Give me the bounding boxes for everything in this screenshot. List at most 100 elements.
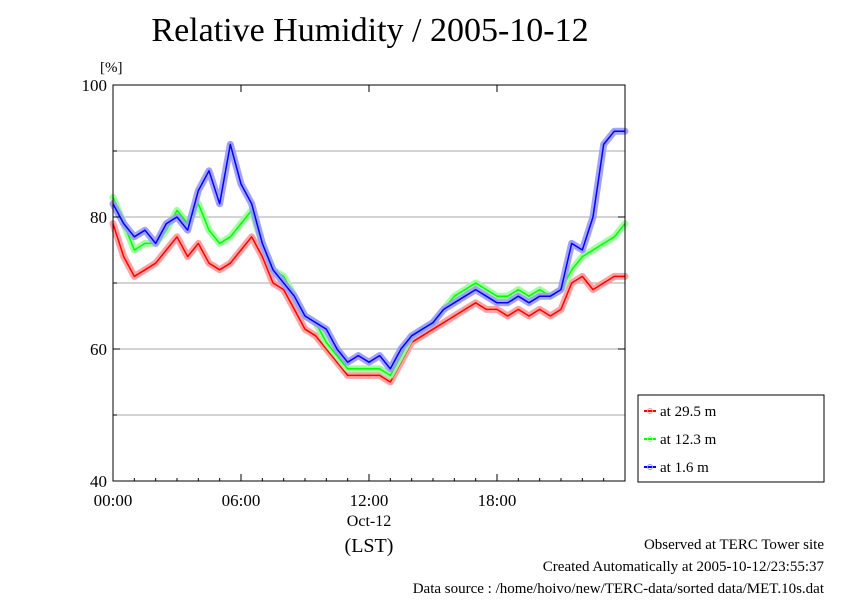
data-point [185,254,191,260]
data-point [579,254,585,260]
data-point [238,247,244,253]
legend-box [637,394,825,483]
x-tick-label: 06:00 [222,491,261,510]
data-point [227,234,233,240]
footer-created: Created Automatically at 2005-10-12/23:5… [542,559,824,575]
data-point [217,240,223,246]
data-point [206,260,212,266]
data-point [195,240,201,246]
legend-label: at 12.3 m [660,432,717,448]
data-point [611,234,617,240]
data-point [430,326,436,332]
axis-ticks: 40 60 80 100 00:00 06:00 12:00 18:00 [82,76,625,510]
data-point [505,313,511,319]
date-label: Oct-12 [347,513,391,530]
data-point [537,306,543,312]
y-tick-label: 60 [90,340,107,359]
data-point [227,260,233,266]
data-point [601,280,607,286]
data-point [515,287,521,293]
data-point [398,346,404,352]
series-layer [109,127,629,386]
data-point [569,267,575,273]
data-point [313,333,319,339]
data-point [323,339,329,345]
data-point [451,313,457,319]
data-point [163,221,169,227]
data-point [419,333,425,339]
data-point [473,300,479,306]
x-axis-label: (LST) [345,535,394,557]
y-tick-label: 80 [90,208,107,227]
data-point [387,366,393,372]
data-point [281,280,287,286]
footer-site: Observed at TERC Tower site [643,537,824,553]
data-point [302,326,308,332]
footer-notes: Observed at TERC Tower site Created Auto… [413,534,824,600]
data-point [526,293,532,299]
data-point [249,234,255,240]
data-point [302,313,308,319]
data-point [334,346,340,352]
data-point [526,300,532,306]
footer-source: Data source : /home/hoivo/new/TERC-data/… [412,581,824,597]
data-point [131,234,137,240]
data-point [537,287,543,293]
data-point [387,379,393,385]
data-point [462,293,468,299]
data-point [451,293,457,299]
grid-lines [113,150,625,416]
data-point [526,313,532,319]
y-tick-label: 40 [90,472,107,491]
data-point [419,326,425,332]
data-point [291,306,297,312]
y-axis-label: [%] [100,60,123,76]
data-point [473,280,479,286]
data-point [121,221,127,227]
legend-marker [647,436,653,442]
chart-title: Relative Humidity / 2005-10-12 [151,12,589,49]
x-tick-label: 00:00 [94,491,133,510]
data-point [153,240,159,246]
data-point [430,320,436,326]
data-point [163,247,169,253]
legend: at 29.5 m at 12.3 m at 1.6 m [637,394,825,483]
data-point [217,267,223,273]
data-point [462,287,468,293]
data-point [131,273,137,279]
data-point [366,359,372,365]
data-point [355,353,361,359]
data-point [547,313,553,319]
legend-label: at 29.5 m [660,404,717,420]
data-point [142,267,148,273]
data-point [579,273,585,279]
data-point [473,287,479,293]
data-point [291,293,297,299]
legend-marker [647,408,653,414]
legend-label: at 1.6 m [660,460,709,476]
data-point [387,372,393,378]
data-point [377,353,383,359]
data-point [590,247,596,253]
x-tick-label: 12:00 [350,491,389,510]
data-point [345,359,351,365]
data-point [483,293,489,299]
data-point [483,287,489,293]
data-point [238,221,244,227]
data-point [174,234,180,240]
series-line-1 [112,223,625,383]
data-point [601,240,607,246]
legend-marker [647,464,653,470]
series-line-3 [112,130,625,370]
data-point [174,207,180,213]
data-point [451,300,457,306]
data-point [409,333,415,339]
data-point [323,326,329,332]
data-point [515,293,521,299]
data-point [462,306,468,312]
data-point [441,306,447,312]
data-point [153,260,159,266]
data-point [313,320,319,326]
